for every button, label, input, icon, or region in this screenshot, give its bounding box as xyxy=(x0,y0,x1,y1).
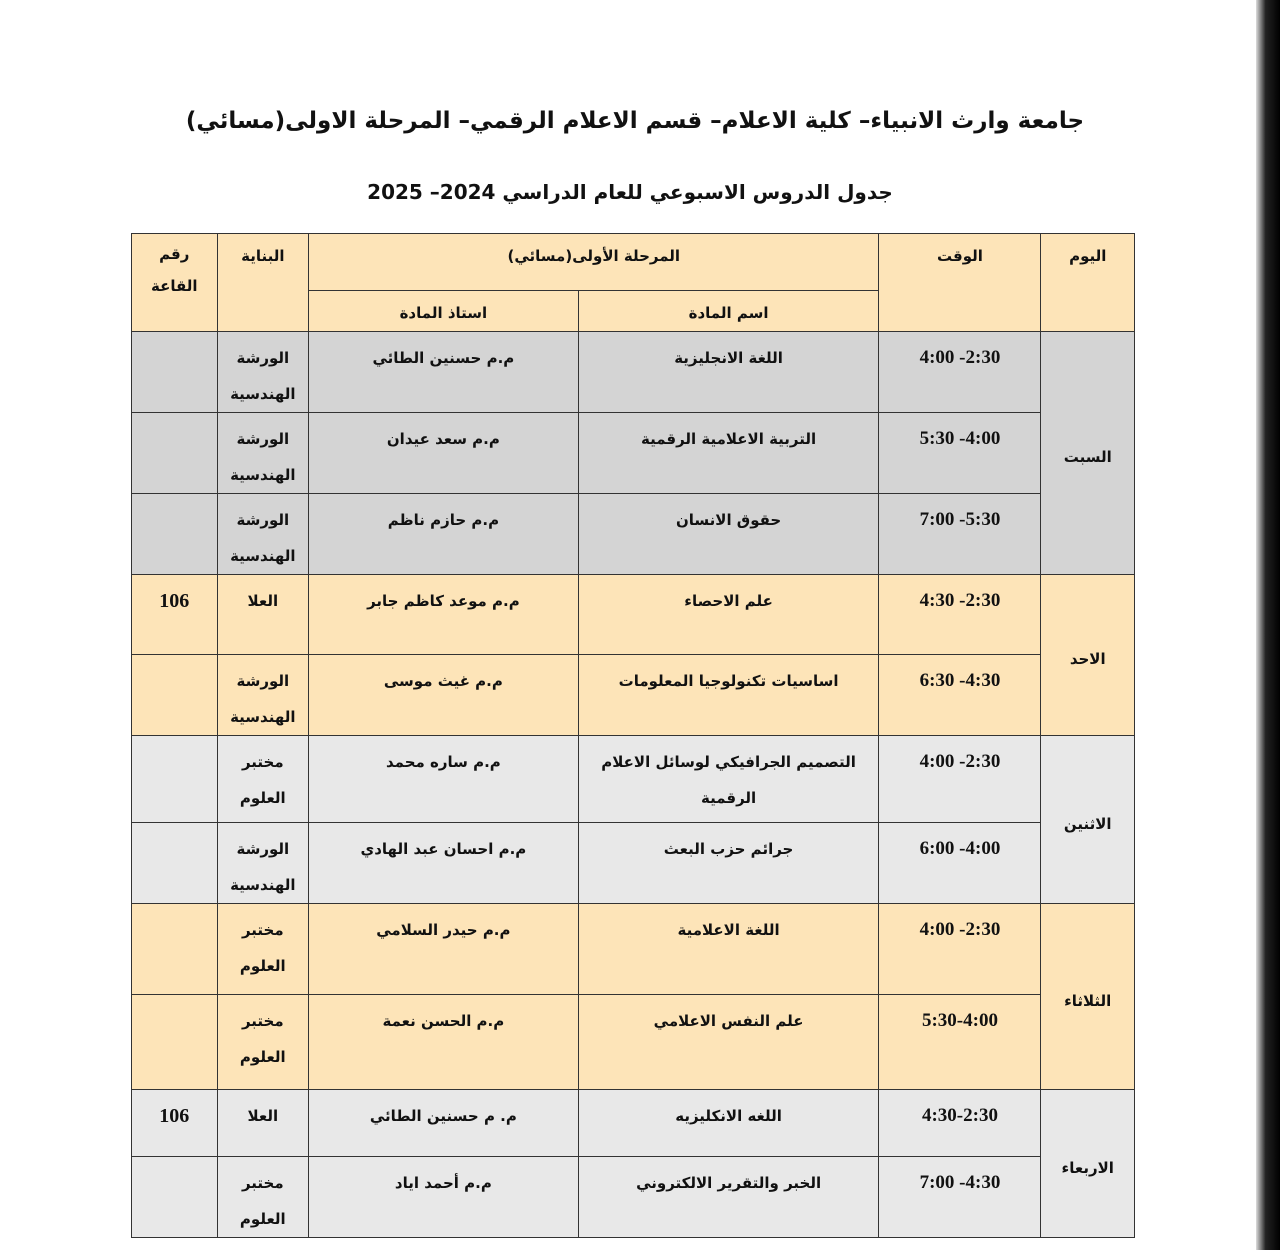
day-cell: الاثنين xyxy=(1040,735,1135,904)
subject-cell: الخبر والتقرير الالكتروني xyxy=(577,1156,880,1238)
time-cell: 7:00 -5:30 xyxy=(878,493,1042,575)
time-cell: 4:30 -2:30 xyxy=(878,574,1042,655)
header-stage: المرحلة الأولى(مسائي) xyxy=(308,233,880,291)
header-day: اليوم xyxy=(1040,233,1135,332)
schedule-row: السبت 4:00 -2:30 اللغة الانجليزية م.م حسنين… xyxy=(131,331,1135,575)
schedule-row: 6:30 -4:30 اساسيات تكنولوجيا المعلومات م.م… xyxy=(131,654,1135,736)
room-cell xyxy=(131,903,218,995)
time-cell: 4:00 -2:30 xyxy=(878,903,1042,995)
time-cell: 4:00 -2:30 xyxy=(878,331,1042,413)
subject-cell: حقوق الانسان xyxy=(577,493,880,575)
time-cell: 7:00 -4:30 xyxy=(878,1156,1042,1238)
subject-cell: التربية الاعلامية الرقمية xyxy=(577,412,880,494)
schedule-row: الاثنين 4:00 -2:30 التصميم الجرافيكي لوسائ… xyxy=(131,735,1135,904)
room-cell: 106 xyxy=(131,1089,218,1157)
schedule-row: 5:30 -4:00 التربية الاعلامية الرقمية م.م س… xyxy=(131,412,1135,494)
building-cell: العلا xyxy=(216,1089,310,1157)
building-cell: الورشة الهندسية xyxy=(216,331,310,413)
building-cell: الورشة الهندسية xyxy=(216,493,310,575)
schedule-row: الثلاثاء 4:00 -2:30 اللغة الاعلامية م.م حيد… xyxy=(131,903,1135,1090)
schedule-row: الاحد 4:30 -2:30 علم الاحصاء م.م موعد كاظم … xyxy=(131,574,1135,736)
time-cell: 6:00 -4:00 xyxy=(878,822,1042,904)
subject-cell: التصميم الجرافيكي لوسائل الاعلام الرقمية xyxy=(577,735,880,823)
header-teacher: استاذ المادة xyxy=(308,290,579,332)
teacher-cell: م.م سعد عيدان xyxy=(308,412,579,494)
room-cell xyxy=(131,1156,218,1238)
day-cell: السبت xyxy=(1040,331,1135,575)
photo-edge xyxy=(1256,0,1280,1250)
time-cell: 5:30 -4:00 xyxy=(878,412,1042,494)
building-cell: الورشة الهندسية xyxy=(216,654,310,736)
page-title: جامعة وارث الانبياء– كلية الاعلام– قسم ا… xyxy=(185,108,1085,134)
subject-cell: اللغه الانكليزيه xyxy=(577,1089,880,1157)
building-cell: مختبر العلوم xyxy=(216,903,310,995)
teacher-cell: م. م حسنين الطائي xyxy=(308,1089,579,1157)
teacher-cell: م.م حازم ناظم xyxy=(308,493,579,575)
building-cell: الورشة الهندسية xyxy=(216,412,310,494)
schedule-row: 5:30-4:00 علم النفس الاعلامي م.م الحسن نعم… xyxy=(131,994,1135,1090)
subject-cell: اللغة الاعلامية xyxy=(577,903,880,995)
header-time: الوقت xyxy=(878,233,1042,332)
room-cell xyxy=(131,994,218,1090)
page-subtitle: جدول الدروس الاسبوعي للعام الدراسي 2024–… xyxy=(367,180,893,204)
room-cell xyxy=(131,331,218,413)
building-cell: مختبر العلوم xyxy=(216,1156,310,1238)
day-cell: الاربعاء xyxy=(1040,1089,1135,1238)
subject-cell: علم الاحصاء xyxy=(577,574,880,655)
time-cell: 6:30 -4:30 xyxy=(878,654,1042,736)
teacher-cell: م.م غيث موسى xyxy=(308,654,579,736)
teacher-cell: م.م حيدر السلامي xyxy=(308,903,579,995)
building-cell: الورشة الهندسية xyxy=(216,822,310,904)
header-subject: اسم المادة xyxy=(577,290,880,332)
schedule-row: الاربعاء 4:30-2:30 اللغه الانكليزيه م. م حس… xyxy=(131,1089,1135,1238)
time-cell: 5:30-4:00 xyxy=(878,994,1042,1090)
teacher-cell: م.م الحسن نعمة xyxy=(308,994,579,1090)
room-cell xyxy=(131,735,218,823)
day-cell: الاحد xyxy=(1040,574,1135,736)
teacher-cell: م.م حسنين الطائي xyxy=(308,331,579,413)
room-cell xyxy=(131,654,218,736)
room-cell xyxy=(131,822,218,904)
header-room: رقم القاعة xyxy=(131,233,218,332)
header-building: البناية xyxy=(216,233,310,332)
teacher-cell: م.م ساره محمد xyxy=(308,735,579,823)
subject-cell: اساسيات تكنولوجيا المعلومات xyxy=(577,654,880,736)
room-cell xyxy=(131,412,218,494)
room-cell xyxy=(131,493,218,575)
room-cell: 106 xyxy=(131,574,218,655)
subject-cell: علم النفس الاعلامي xyxy=(577,994,880,1090)
schedule-row: 6:00 -4:00 جرائم حزب البعث م.م احسان عبد ا… xyxy=(131,822,1135,904)
day-cell: الثلاثاء xyxy=(1040,903,1135,1090)
time-cell: 4:30-2:30 xyxy=(878,1089,1042,1157)
schedule-row: 7:00 -5:30 حقوق الانسان م.م حازم ناظم الورش… xyxy=(131,493,1135,575)
teacher-cell: م.م أحمد اياد xyxy=(308,1156,579,1238)
subject-cell: اللغة الانجليزية xyxy=(577,331,880,413)
schedule-body: السبت 4:00 -2:30 اللغة الانجليزية م.م حسنين… xyxy=(131,331,1135,1238)
time-cell: 4:00 -2:30 xyxy=(878,735,1042,823)
subject-cell: جرائم حزب البعث xyxy=(577,822,880,904)
schedule-table: اليوم الوقت المرحلة الأولى(مسائي) البناي… xyxy=(131,233,1135,1238)
schedule-row: 7:00 -4:30 الخبر والتقرير الالكتروني م.م أ… xyxy=(131,1156,1135,1238)
building-cell: مختبر العلوم xyxy=(216,735,310,823)
building-cell: العلا xyxy=(216,574,310,655)
teacher-cell: م.م احسان عبد الهادي xyxy=(308,822,579,904)
building-cell: مختبر العلوم xyxy=(216,994,310,1090)
teacher-cell: م.م موعد كاظم جابر xyxy=(308,574,579,655)
